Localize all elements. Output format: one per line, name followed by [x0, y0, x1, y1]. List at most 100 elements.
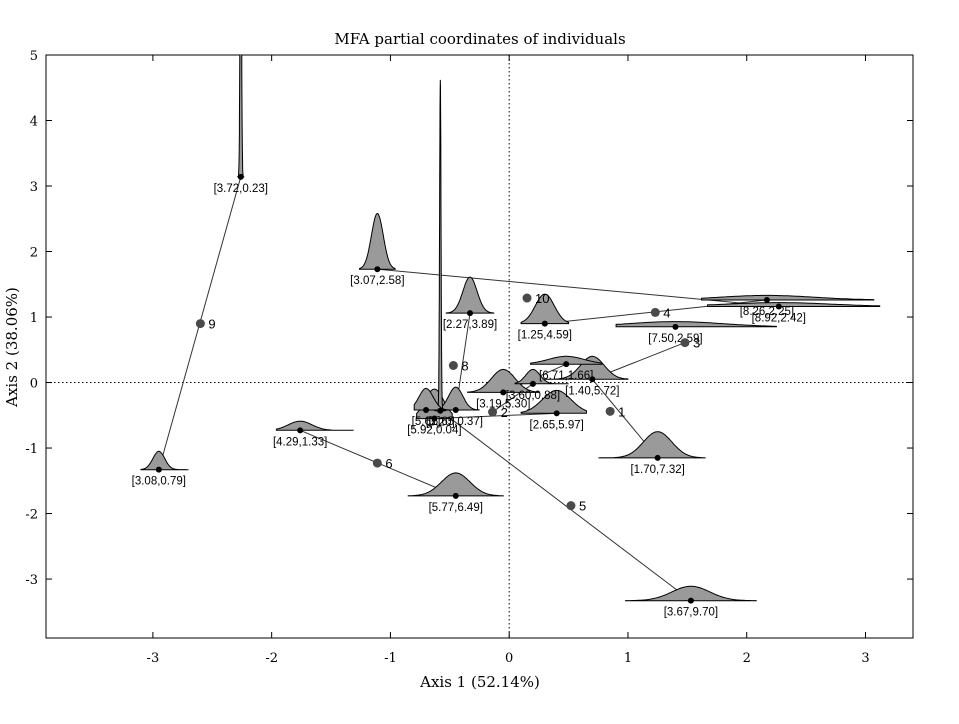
partial-point	[452, 407, 459, 414]
individual-point	[605, 406, 615, 416]
partial-point-label: [6.71,1.66]	[539, 370, 593, 382]
y-tick-label: 3	[30, 180, 38, 195]
density-curve	[275, 420, 354, 431]
density-curve	[434, 79, 447, 412]
density-curve	[514, 368, 569, 385]
partial-point	[563, 361, 570, 368]
plot-frame	[45, 54, 914, 639]
x-tick-label: -1	[384, 651, 397, 666]
partial-point-label: [3.67,9.70]	[664, 607, 718, 619]
individual-label: 1	[618, 404, 625, 419]
partial-point-label: [3.07,2.58]	[350, 275, 404, 287]
partial-point	[553, 410, 560, 417]
density-curve	[413, 387, 450, 411]
partial-point-label: [5.77,6.49]	[429, 502, 483, 514]
density-curve	[237, 55, 245, 178]
individual-label: 3	[693, 336, 700, 351]
axes-group: -3 -2 -1 0 1 2 3 -3 -2 -1 0 1 2 3 4 5	[25, 49, 914, 666]
density-curve	[467, 368, 540, 393]
density-curve	[615, 321, 777, 328]
density-curve	[701, 294, 875, 301]
connection-line	[434, 412, 557, 420]
density-curve	[359, 212, 396, 270]
individual-points: 1 2 3 4 5 6 8 9 10	[195, 291, 700, 514]
partial-point	[672, 323, 679, 330]
partial-point-label: [3.20]	[426, 417, 455, 429]
individual-point	[488, 407, 498, 417]
density-curve	[520, 293, 570, 325]
partial-point-label: [2.65,5.97]	[530, 419, 584, 431]
individual-label: 8	[461, 358, 468, 373]
individual-point	[522, 293, 532, 303]
y-tick-label: -3	[25, 573, 38, 588]
partial-point-label: [3.19,5.30]	[476, 398, 530, 410]
partial-point	[437, 407, 444, 414]
y-tick-label: -1	[25, 442, 38, 457]
partial-point	[500, 389, 507, 396]
individual-label: 10	[535, 291, 549, 306]
x-tick-label: 3	[861, 651, 869, 666]
partial-point-label: [1.40,5.72]	[565, 385, 619, 397]
partial-points: [1.70,7.32] [1.40,5.72] [2.65,5.97] [5.92,0…	[132, 173, 806, 619]
x-tick-label: 0	[505, 651, 513, 666]
density-curve	[445, 276, 495, 314]
individual-point	[566, 501, 576, 511]
partial-point	[763, 296, 770, 303]
y-tick-label: 2	[30, 246, 38, 261]
density-curve	[544, 355, 629, 380]
individual-point	[195, 319, 205, 329]
connection-line	[440, 410, 692, 602]
x-tick-label: 2	[743, 651, 751, 666]
chart-text: MFA partial coordinates of individuals A…	[3, 30, 626, 691]
y-tick-label: 5	[30, 49, 38, 64]
partial-point	[452, 492, 459, 499]
individual-point	[448, 360, 458, 370]
partial-point-label: [3.60,0.88]	[506, 390, 560, 402]
partial-point	[529, 380, 536, 387]
partial-point	[541, 320, 548, 327]
partial-point	[374, 266, 381, 273]
density-curve	[707, 302, 881, 307]
partial-point	[431, 415, 438, 422]
partial-point-label: [8.92,2.42]	[752, 313, 806, 325]
partial-point	[155, 466, 162, 473]
partial-point	[237, 173, 244, 180]
y-tick-label: 0	[30, 377, 38, 392]
density-curve	[140, 450, 189, 471]
partial-point-label: [1.70,7.32]	[630, 464, 684, 476]
x-tick-label: -3	[147, 651, 160, 666]
partial-point-label: [1.25,4.59]	[518, 330, 572, 342]
partial-point-label: [5.62]	[412, 416, 441, 428]
partial-point	[775, 303, 782, 310]
partial-point	[466, 310, 473, 317]
y-tick-label: 4	[30, 115, 38, 130]
density-curve	[407, 472, 504, 497]
partial-point	[589, 376, 596, 383]
chart-title: MFA partial coordinates of individuals	[334, 30, 625, 48]
individual-label: 2	[501, 405, 508, 420]
density-curve	[598, 431, 706, 459]
partial-point	[654, 454, 661, 461]
individual-point	[680, 338, 690, 348]
partial-point-label: [3.08,0.79]	[132, 476, 186, 488]
y-tick-label: -2	[25, 508, 38, 523]
individual-label: 5	[579, 499, 586, 514]
individual-point	[372, 458, 382, 468]
partial-point-label: [5.65,0.37]	[429, 416, 483, 428]
individual-label: 9	[208, 317, 215, 332]
reference-lines	[46, 55, 913, 638]
partial-point-label: [8.26,2.25]	[740, 306, 794, 318]
partial-point	[297, 427, 304, 434]
partial-point-label: [4.29,1.33]	[273, 436, 327, 448]
connection-line	[377, 268, 779, 308]
partial-point-label: [2.27,3.89]	[443, 319, 497, 331]
partial-point	[687, 597, 694, 604]
y-tick-label: 1	[30, 311, 38, 326]
density-curves	[140, 55, 881, 602]
x-tick-label: -2	[265, 651, 278, 666]
density-curve	[530, 355, 603, 365]
density-curve	[520, 389, 587, 414]
density-curve	[625, 585, 757, 602]
individual-label: 4	[663, 305, 670, 320]
